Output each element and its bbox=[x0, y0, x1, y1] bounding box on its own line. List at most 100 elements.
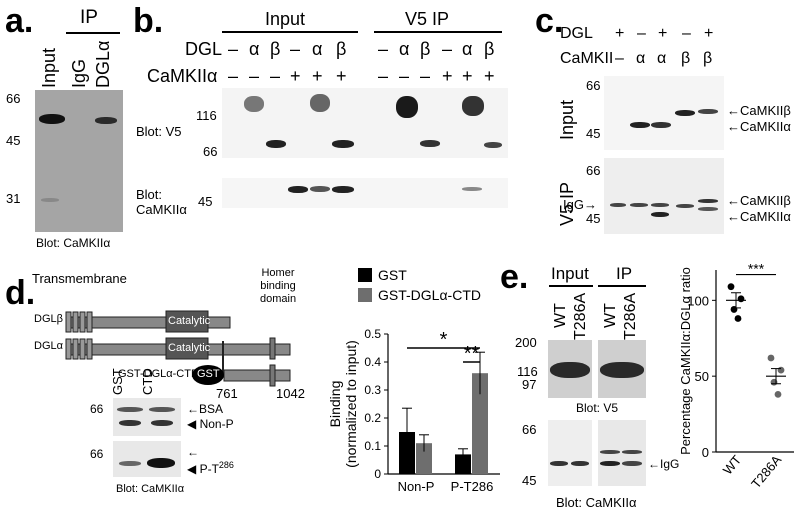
c-band-ip-3 bbox=[651, 203, 669, 207]
d-tm-8 bbox=[86, 338, 93, 360]
y-tick-label-5: 0.5 bbox=[364, 327, 381, 341]
x-tick-label-0: Non-P bbox=[398, 479, 435, 494]
point-1-3 bbox=[774, 390, 782, 398]
b-band-camk-3 bbox=[332, 186, 354, 193]
d-catalytic-label-1: Catalytic bbox=[168, 315, 211, 327]
c-blot-input bbox=[604, 76, 724, 150]
sig-stars: *** bbox=[748, 262, 765, 277]
d-pos-761: 761 bbox=[216, 386, 238, 401]
d-band-2 bbox=[149, 407, 175, 412]
e-band-8 bbox=[622, 461, 642, 466]
c-in-mw-66: 66 bbox=[586, 78, 601, 93]
y-tick-label-0: 0 bbox=[374, 467, 381, 481]
b-input-bracket bbox=[222, 31, 358, 33]
d-blot-nonp bbox=[113, 398, 181, 436]
c-band-ip-6 bbox=[698, 199, 718, 203]
d-label-bsa: ←BSA bbox=[187, 402, 224, 416]
b-camk-input-3: – bbox=[270, 66, 281, 86]
b-band-v5-8 bbox=[484, 142, 502, 148]
e-band-4 bbox=[571, 461, 589, 466]
y-axis-label-2: (normalized to input) bbox=[343, 340, 359, 468]
c-dgl-1: + bbox=[615, 25, 625, 42]
a-ip-header: IP bbox=[80, 7, 98, 28]
b-dgl-input-2: α bbox=[249, 39, 260, 59]
legend-swatch-0 bbox=[358, 268, 372, 282]
e-lane-3: WT bbox=[602, 303, 619, 328]
b-camk-ip-2: – bbox=[399, 66, 410, 86]
e-header-input: Input bbox=[551, 264, 589, 283]
a-mw-66: 66 bbox=[6, 91, 21, 106]
d-blot-caption: Blot: CaMKIIα bbox=[116, 483, 185, 495]
a-lane-input: Input bbox=[39, 47, 59, 88]
d-catalytic-1 bbox=[165, 310, 209, 333]
c-band-in-3 bbox=[675, 110, 695, 116]
b-camk-ip-1: – bbox=[378, 66, 389, 86]
sig-star-1: * bbox=[440, 329, 448, 351]
b-dgl-input-5: α bbox=[312, 39, 323, 59]
y-tick-label-3: 0.3 bbox=[364, 383, 381, 397]
a-lane-igg: IgG bbox=[69, 58, 89, 88]
c-band-in-4 bbox=[698, 109, 718, 114]
b-mw-66: 66 bbox=[203, 144, 218, 159]
c-camk-1: – bbox=[615, 50, 624, 67]
d-catalytic-2 bbox=[165, 337, 209, 360]
e-blot-camk-ip bbox=[598, 420, 646, 486]
d-tm-4 bbox=[86, 311, 93, 333]
d-catalytic-label-2: Catalytic bbox=[168, 342, 211, 354]
b-camk-ip-4: + bbox=[442, 66, 453, 86]
c-ip-band-a: ←CaMKIIα bbox=[727, 209, 791, 224]
b-band-camk-1 bbox=[288, 186, 308, 193]
d-label-arrow: ← bbox=[187, 445, 199, 459]
e-band-6 bbox=[622, 450, 642, 454]
a-lane-dgla: DGLα bbox=[93, 40, 113, 88]
b-camk-ip-3: – bbox=[420, 66, 431, 86]
c-band-ip-1 bbox=[610, 203, 626, 207]
d-band-4 bbox=[151, 420, 173, 426]
point-0-0 bbox=[727, 283, 735, 291]
c-camk-3: α bbox=[657, 50, 667, 67]
c-igg-label: IgG→ bbox=[563, 197, 597, 212]
c-band-ip-5 bbox=[676, 204, 694, 208]
b-camk-input-5: + bbox=[312, 66, 323, 86]
b-dgl-ip-5: α bbox=[462, 39, 473, 59]
a-ip-bracket bbox=[66, 32, 120, 34]
d-tm-6 bbox=[72, 338, 79, 360]
e-header-ip: IP bbox=[616, 264, 633, 283]
b-v5ip-bracket bbox=[374, 31, 502, 33]
d-tm-3 bbox=[79, 311, 86, 333]
e-band-3 bbox=[550, 461, 568, 466]
b-camk-input-6: + bbox=[336, 66, 347, 86]
legend-label-1: GST-DGLα-CTD bbox=[378, 287, 481, 303]
y-tick-label-4: 0.4 bbox=[364, 355, 381, 369]
c-camk-5: β bbox=[703, 50, 713, 67]
b-header-v5ip: V5 IP bbox=[405, 9, 450, 29]
b-header-input: Input bbox=[265, 9, 306, 29]
d-band-1 bbox=[117, 407, 143, 412]
y-axis-label: Percentage CaMKIIα:DGLα ratio bbox=[680, 267, 693, 455]
point-1-1 bbox=[777, 366, 785, 374]
c-blot-ip bbox=[604, 158, 724, 234]
c-ip-mw-66: 66 bbox=[586, 163, 601, 178]
y-tick-label-2: 0.2 bbox=[364, 411, 381, 425]
e-lane-2: T286A bbox=[572, 292, 589, 340]
d-pos-1042: 1042 bbox=[276, 386, 305, 401]
a-blot-caption: Blot: CaMKIIα bbox=[36, 236, 111, 250]
d-tm-2 bbox=[72, 311, 79, 333]
c-row-camk-label: CaMKII bbox=[560, 50, 614, 67]
e-band-2 bbox=[600, 362, 644, 378]
e-blot-v5-input bbox=[548, 340, 592, 398]
e-blot-v5-ip bbox=[598, 340, 646, 398]
b-band-v5-6 bbox=[420, 140, 440, 147]
a-band-dgla bbox=[95, 117, 117, 124]
b-dgl-ip-1: – bbox=[378, 39, 389, 59]
b-dgl-input-3: β bbox=[270, 39, 281, 59]
c-band-ip-4 bbox=[651, 212, 669, 217]
e-mw-45: 45 bbox=[522, 473, 537, 488]
d-homer-2: binding bbox=[260, 280, 296, 292]
panel-label-a: a. bbox=[5, 2, 34, 40]
d-homer-box-1 bbox=[269, 337, 276, 360]
e-blot1-caption: Blot: V5 bbox=[576, 401, 619, 415]
d-gst-text: GST bbox=[197, 368, 220, 380]
e-mw-66: 66 bbox=[522, 422, 537, 437]
y-tick-label-1: 0.1 bbox=[364, 439, 381, 453]
